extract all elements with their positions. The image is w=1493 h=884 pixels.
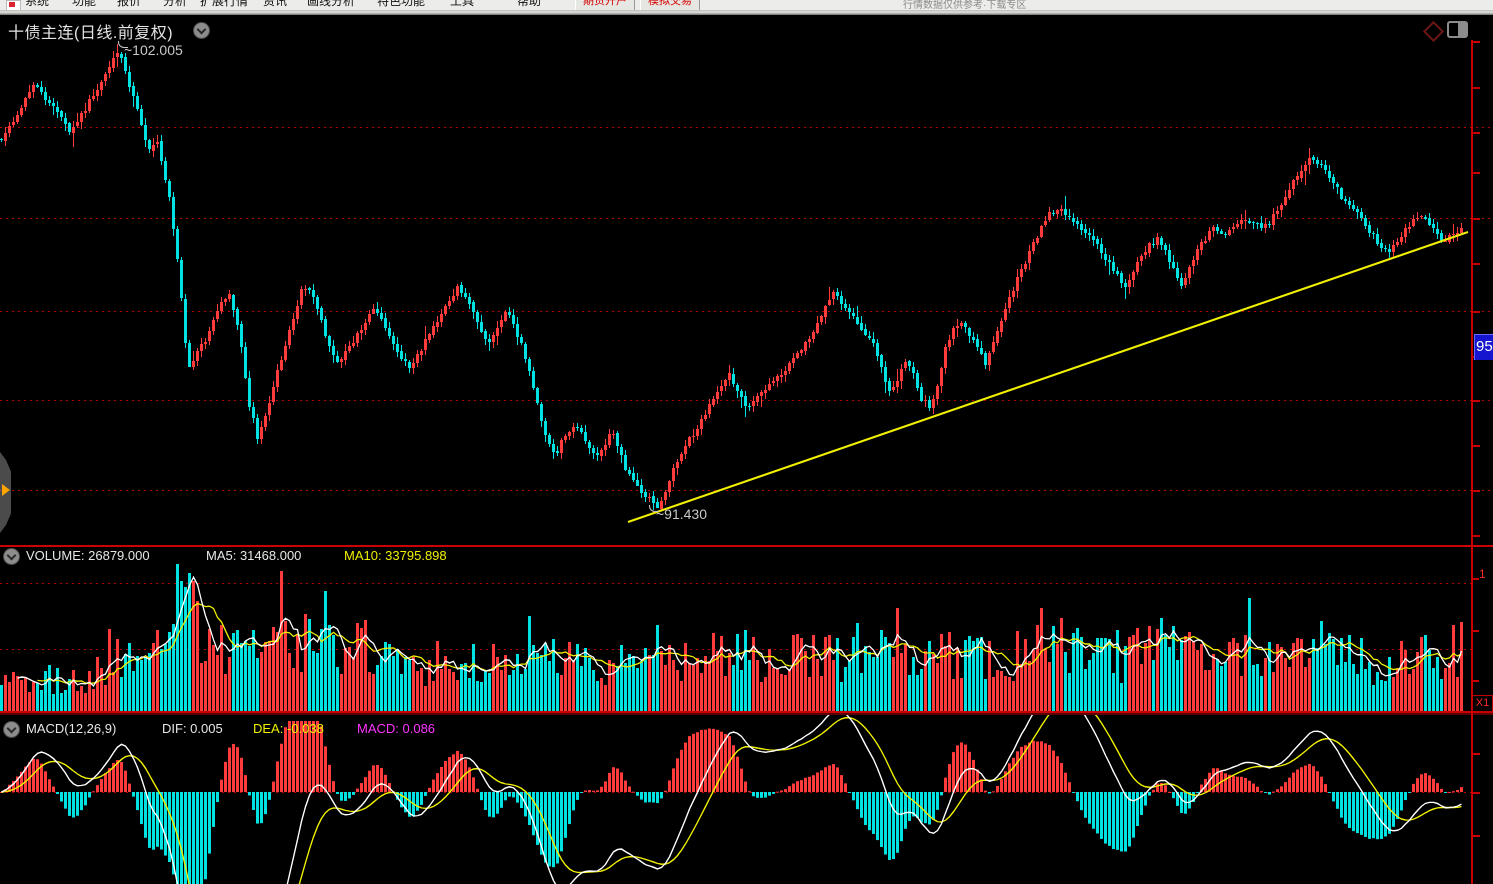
- demo-trading-button[interactable]: 模拟交易: [640, 0, 700, 10]
- menu-item-help[interactable]: 帮助: [517, 0, 542, 8]
- chart-title: 十债主连(日线.前复权): [8, 25, 174, 42]
- app-logo-icon: [6, 0, 21, 10]
- volume-chart[interactable]: [0, 545, 1493, 715]
- expand-arrow-icon[interactable]: [2, 484, 10, 496]
- sidebar-toggle-icon[interactable]: [1447, 21, 1468, 38]
- macd-name-label: MACD(12,26,9): [26, 721, 117, 736]
- chart-title-dropdown-icon[interactable]: [193, 22, 210, 39]
- low-price-annotation: ~91.430: [656, 506, 707, 522]
- menu-item-special[interactable]: 特色功能: [377, 0, 426, 8]
- main-price-chart[interactable]: [0, 15, 1493, 545]
- volume-dropdown-icon[interactable]: [3, 548, 20, 565]
- macd-chart[interactable]: [0, 715, 1493, 884]
- macd-dropdown-icon[interactable]: [3, 721, 20, 738]
- volume-ma5-label: MA5: 31468.000: [206, 548, 302, 563]
- menu-item-news[interactable]: 资讯: [263, 0, 288, 8]
- macd-dif-label: DIF: 0.005: [162, 721, 223, 736]
- menu-item-system[interactable]: 系统: [25, 0, 50, 8]
- volume-multiplier-badge: X1: [1472, 695, 1493, 712]
- menubar-right-text: 行情数据仅供参考·下载专区: [903, 0, 1027, 10]
- low-annotation-hook: [649, 505, 659, 512]
- menu-item-quotes[interactable]: 报价: [117, 0, 142, 8]
- menu-item-tools[interactable]: 工具: [450, 0, 475, 8]
- last-price-axis-badge: 95.: [1474, 334, 1493, 360]
- menu-item-extended[interactable]: 扩展行情: [200, 0, 249, 8]
- menu-bar: 系统 功能 报价 分析 扩展行情 资讯 画线分析 特色功能 工具 帮助 期货开户…: [0, 0, 1493, 10]
- menu-item-drawing[interactable]: 画线分析: [307, 0, 356, 8]
- volume-value-label: VOLUME: 26879.000: [26, 548, 150, 563]
- volume-axis-top-label: 1: [1479, 567, 1486, 581]
- volume-ma10-label: MA10: 33795.898: [344, 548, 447, 563]
- menu-item-function[interactable]: 功能: [72, 0, 97, 8]
- toolbar-edge: [0, 10, 1493, 15]
- macd-value-label: MACD: 0.086: [357, 721, 436, 736]
- open-account-button[interactable]: 期货开户: [575, 0, 635, 10]
- macd-dea-label: DEA: -0.038: [253, 721, 324, 736]
- menu-item-analysis[interactable]: 分析: [163, 0, 188, 8]
- high-annotation-hook: [118, 41, 128, 48]
- high-price-annotation: ~102.005: [124, 42, 183, 58]
